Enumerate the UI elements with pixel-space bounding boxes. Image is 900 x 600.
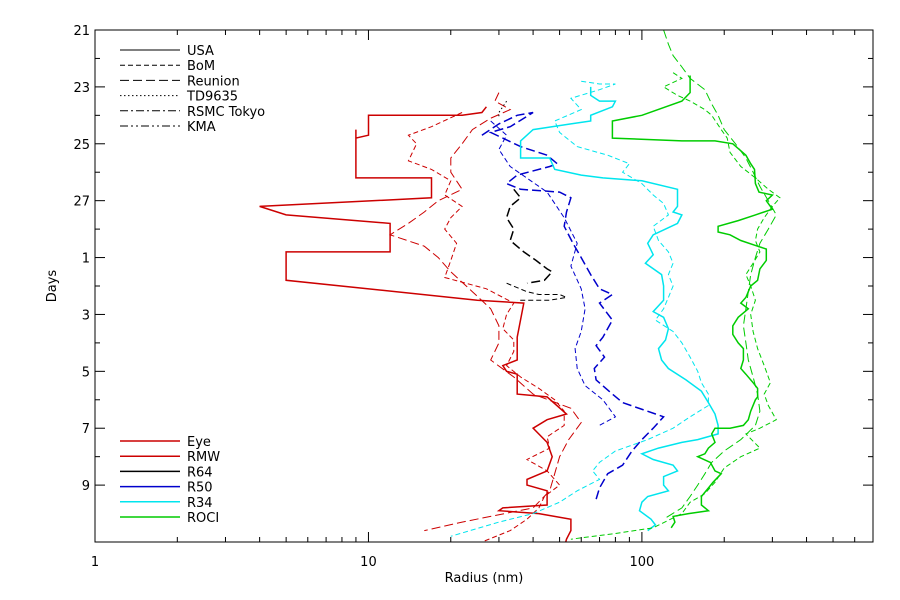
series-line-roci-bom [570, 72, 781, 540]
legend-label: R50 [187, 481, 213, 496]
legend-label: RMW [187, 450, 220, 465]
y-tick-label: 27 [73, 195, 90, 210]
legend-label: TD9635 [186, 90, 238, 105]
x-tick-label: 1 [91, 555, 99, 570]
series-line-r34-usa [519, 86, 719, 532]
legend-label: BoM [187, 59, 215, 74]
y-tick-label: 7 [82, 422, 90, 437]
y-tick-label: 9 [82, 479, 90, 494]
legend-label: R64 [187, 465, 213, 480]
legend-label: R34 [187, 496, 213, 511]
series-layer [259, 30, 781, 542]
legend-label: ROCI [187, 511, 219, 526]
x-tick-label: 100 [629, 555, 654, 570]
series-line-r64-usa [505, 188, 554, 284]
x-axis-title: Radius (nm) [445, 571, 524, 586]
series-line-rmw-usa [259, 106, 572, 542]
legend-label: USA [187, 44, 214, 59]
y-axis: 21 23 25 27 1 3 5 7 9 [73, 24, 873, 494]
series-line-roci-reunion [663, 30, 777, 520]
y-tick-label: 25 [73, 138, 90, 153]
y-tick-label: 3 [82, 308, 90, 323]
y-tick-label: 1 [82, 252, 90, 267]
series-line-rmw-reunion [388, 92, 582, 532]
series-line-r50-usa [481, 111, 665, 500]
series-line-r50-bom [490, 120, 617, 426]
series-line-r64-td9635 [498, 100, 508, 119]
series-line-rmw-bom [407, 112, 565, 542]
y-tick-label: 21 [73, 24, 90, 39]
y-tick-label: 5 [82, 365, 90, 380]
legend-label: RSMC Tokyo [187, 105, 265, 120]
legend-label: Eye [187, 435, 211, 450]
x-tick-label: 10 [360, 555, 377, 570]
x-axis: 1 10 100 [91, 30, 874, 570]
y-tick-label: 23 [73, 81, 90, 96]
series-line-r34-bom [450, 80, 709, 537]
legend-label: Reunion [187, 74, 240, 89]
y-axis-title: Days [45, 270, 60, 303]
legend-label: KMA [187, 120, 216, 135]
